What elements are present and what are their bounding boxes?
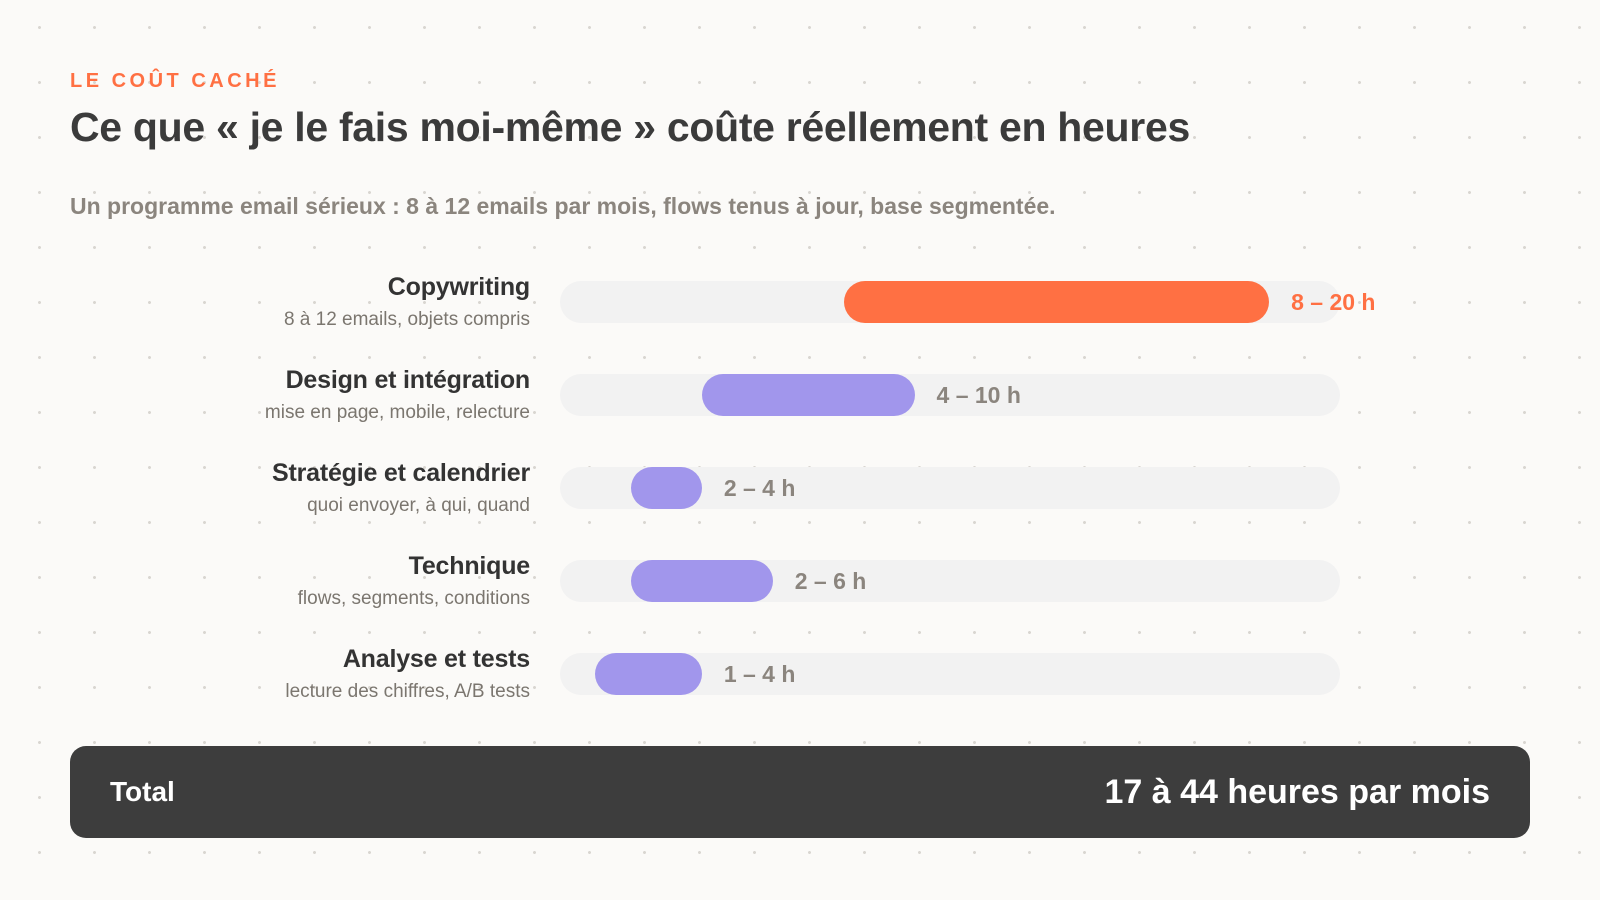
value-label: 1 – 4 h bbox=[723, 661, 796, 687]
category-name: Copywriting bbox=[387, 273, 530, 301]
chart-row: Copywriting 8 à 12 emails, objets compris… bbox=[0, 254, 1600, 344]
value-label: 2 – 4 h bbox=[723, 475, 796, 501]
range-bar bbox=[630, 560, 773, 602]
total-banner: Total 17 à 44 heures par mois bbox=[70, 746, 1530, 838]
page-title: Ce que « je le fais moi-même » coûte rée… bbox=[70, 104, 1190, 150]
category-label: Stratégie et calendrier quoi envoyer, à q… bbox=[150, 459, 530, 517]
chart-row: Stratégie et calendrier quoi envoyer, à q… bbox=[0, 440, 1600, 530]
chart-row: Technique flows, segments, conditions 2 – … bbox=[0, 533, 1600, 623]
chart-row: Design et intégration mise en page, mobil… bbox=[0, 347, 1600, 437]
value-label: 4 – 10 h bbox=[936, 382, 1021, 408]
category-description: lecture des chiffres, A/B tests bbox=[285, 681, 530, 702]
page-subtitle: Un programme email sérieux : 8 à 12 emai… bbox=[70, 193, 1056, 219]
range-bar bbox=[630, 467, 702, 509]
eyebrow-label: LE COÛT CACHÉ bbox=[70, 70, 280, 92]
category-description: 8 à 12 emails, objets compris bbox=[283, 309, 530, 330]
total-value: 17 à 44 heures par mois bbox=[1104, 773, 1490, 811]
category-description: mise en page, mobile, relecture bbox=[264, 402, 530, 423]
category-name: Analyse et tests bbox=[342, 645, 530, 673]
category-label: Copywriting 8 à 12 emails, objets compris bbox=[150, 273, 530, 331]
range-bar bbox=[701, 374, 915, 416]
category-name: Stratégie et calendrier bbox=[271, 459, 530, 487]
hours-range-chart: Copywriting 8 à 12 emails, objets compris… bbox=[0, 254, 1600, 716]
category-name: Technique bbox=[408, 552, 531, 580]
bar-track bbox=[560, 374, 1340, 416]
category-label: Analyse et tests lecture des chiffres, A/… bbox=[150, 645, 530, 703]
range-bar bbox=[595, 653, 702, 695]
category-description: quoi envoyer, à qui, quand bbox=[307, 495, 530, 516]
value-label: 8 – 20 h bbox=[1291, 289, 1376, 315]
category-name: Design et intégration bbox=[285, 366, 531, 394]
category-description: flows, segments, conditions bbox=[297, 588, 530, 609]
category-label: Technique flows, segments, conditions bbox=[150, 552, 531, 610]
value-label: 2 – 6 h bbox=[794, 568, 867, 594]
range-bar bbox=[843, 281, 1270, 323]
category-label: Design et intégration mise en page, mobil… bbox=[150, 366, 530, 424]
chart-row: Analyse et tests lecture des chiffres, A/… bbox=[0, 626, 1600, 716]
total-label: Total bbox=[110, 776, 175, 807]
